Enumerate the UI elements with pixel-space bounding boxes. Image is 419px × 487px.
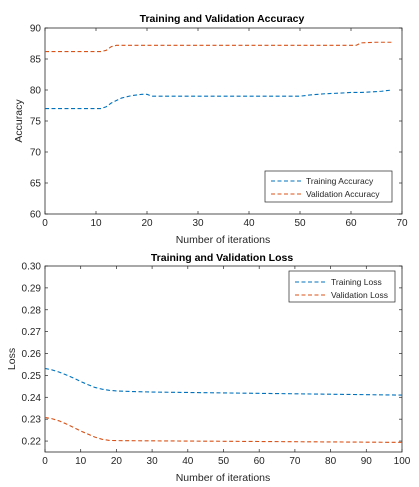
loss-x-tick-label: 30 xyxy=(147,456,159,467)
accuracy-y-axis-label: Accuracy xyxy=(13,99,25,143)
series-line-validation-accuracy xyxy=(45,41,392,53)
loss-legend: Training Loss Validation Loss xyxy=(288,270,396,303)
accuracy-axes-ticks: 0 10 20 30 40 50 60 70 60 65 70 75 80 85 90 xyxy=(30,24,408,230)
loss-x-tick-label: 60 xyxy=(254,456,266,467)
accuracy-x-tick-label: 0 xyxy=(42,218,48,229)
legend-label-validation-loss: Validation Loss xyxy=(331,290,388,300)
accuracy-chart-title: Training and Validation Accuracy xyxy=(140,13,305,25)
loss-series xyxy=(44,367,403,443)
loss-axes-ticks: 0 10 20 30 40 50 60 70 80 90 100 0.22 0.23 0.24 0.25 0.… xyxy=(22,262,411,468)
accuracy-x-tick-label: 20 xyxy=(141,218,153,229)
loss-legend-box xyxy=(288,270,396,303)
accuracy-series xyxy=(45,41,392,110)
series-line-validation-loss xyxy=(44,416,403,443)
accuracy-y-tick-label: 75 xyxy=(30,117,42,128)
loss-x-axis-label: Number of iterations xyxy=(176,472,271,484)
loss-chart: Training and Validation Loss 0 10 20 30 40 50… xyxy=(6,252,411,484)
accuracy-legend: Training Accuracy Validation Accuracy xyxy=(264,170,393,203)
accuracy-x-tick-label: 30 xyxy=(192,218,204,229)
loss-x-tick-label: 10 xyxy=(75,456,87,467)
loss-x-tick-label: 100 xyxy=(394,456,411,467)
accuracy-y-tick-label: 60 xyxy=(30,210,42,221)
loss-x-tick-label: 0 xyxy=(42,456,48,467)
accuracy-x-tick-label: 10 xyxy=(90,218,102,229)
loss-x-tick-label: 80 xyxy=(325,456,337,467)
loss-x-tick-label: 40 xyxy=(182,456,194,467)
accuracy-y-tick-label: 85 xyxy=(30,55,42,66)
legend-label-training-loss: Training Loss xyxy=(331,277,382,287)
loss-y-tick-label: 0.22 xyxy=(22,437,42,448)
accuracy-y-tick-label: 65 xyxy=(30,179,42,190)
legend-label-training-accuracy: Training Accuracy xyxy=(306,176,374,186)
loss-x-tick-label: 20 xyxy=(111,456,123,467)
loss-x-tick-label: 70 xyxy=(289,456,301,467)
loss-y-tick-label: 0.30 xyxy=(22,262,42,273)
loss-x-tick-label: 90 xyxy=(361,456,373,467)
loss-x-tick-label: 50 xyxy=(218,456,230,467)
accuracy-chart: Training and Validation Accuracy 0 10 20 30… xyxy=(13,13,408,246)
accuracy-legend-box xyxy=(264,170,393,203)
loss-y-tick-label: 0.28 xyxy=(22,305,42,316)
accuracy-x-axis-label: Number of iterations xyxy=(176,234,271,246)
legend-label-validation-accuracy: Validation Accuracy xyxy=(306,189,380,199)
accuracy-x-tick-label: 50 xyxy=(294,218,306,229)
loss-y-tick-label: 0.29 xyxy=(22,283,42,294)
accuracy-x-tick-label: 70 xyxy=(396,218,408,229)
accuracy-x-tick-label: 60 xyxy=(345,218,357,229)
series-line-training-loss xyxy=(44,367,403,396)
loss-y-axis-label: Loss xyxy=(6,348,18,370)
accuracy-x-tick-label: 40 xyxy=(243,218,255,229)
accuracy-y-tick-label: 80 xyxy=(30,86,42,97)
loss-y-tick-label: 0.23 xyxy=(22,415,42,426)
loss-y-tick-label: 0.25 xyxy=(22,371,42,382)
accuracy-y-tick-label: 70 xyxy=(30,148,42,159)
loss-y-tick-label: 0.26 xyxy=(22,349,42,360)
loss-y-tick-label: 0.24 xyxy=(22,393,42,404)
loss-chart-title: Training and Validation Loss xyxy=(151,252,294,264)
accuracy-y-tick-label: 90 xyxy=(30,24,42,35)
loss-y-tick-label: 0.27 xyxy=(22,327,42,338)
series-line-training-accuracy xyxy=(45,89,392,110)
